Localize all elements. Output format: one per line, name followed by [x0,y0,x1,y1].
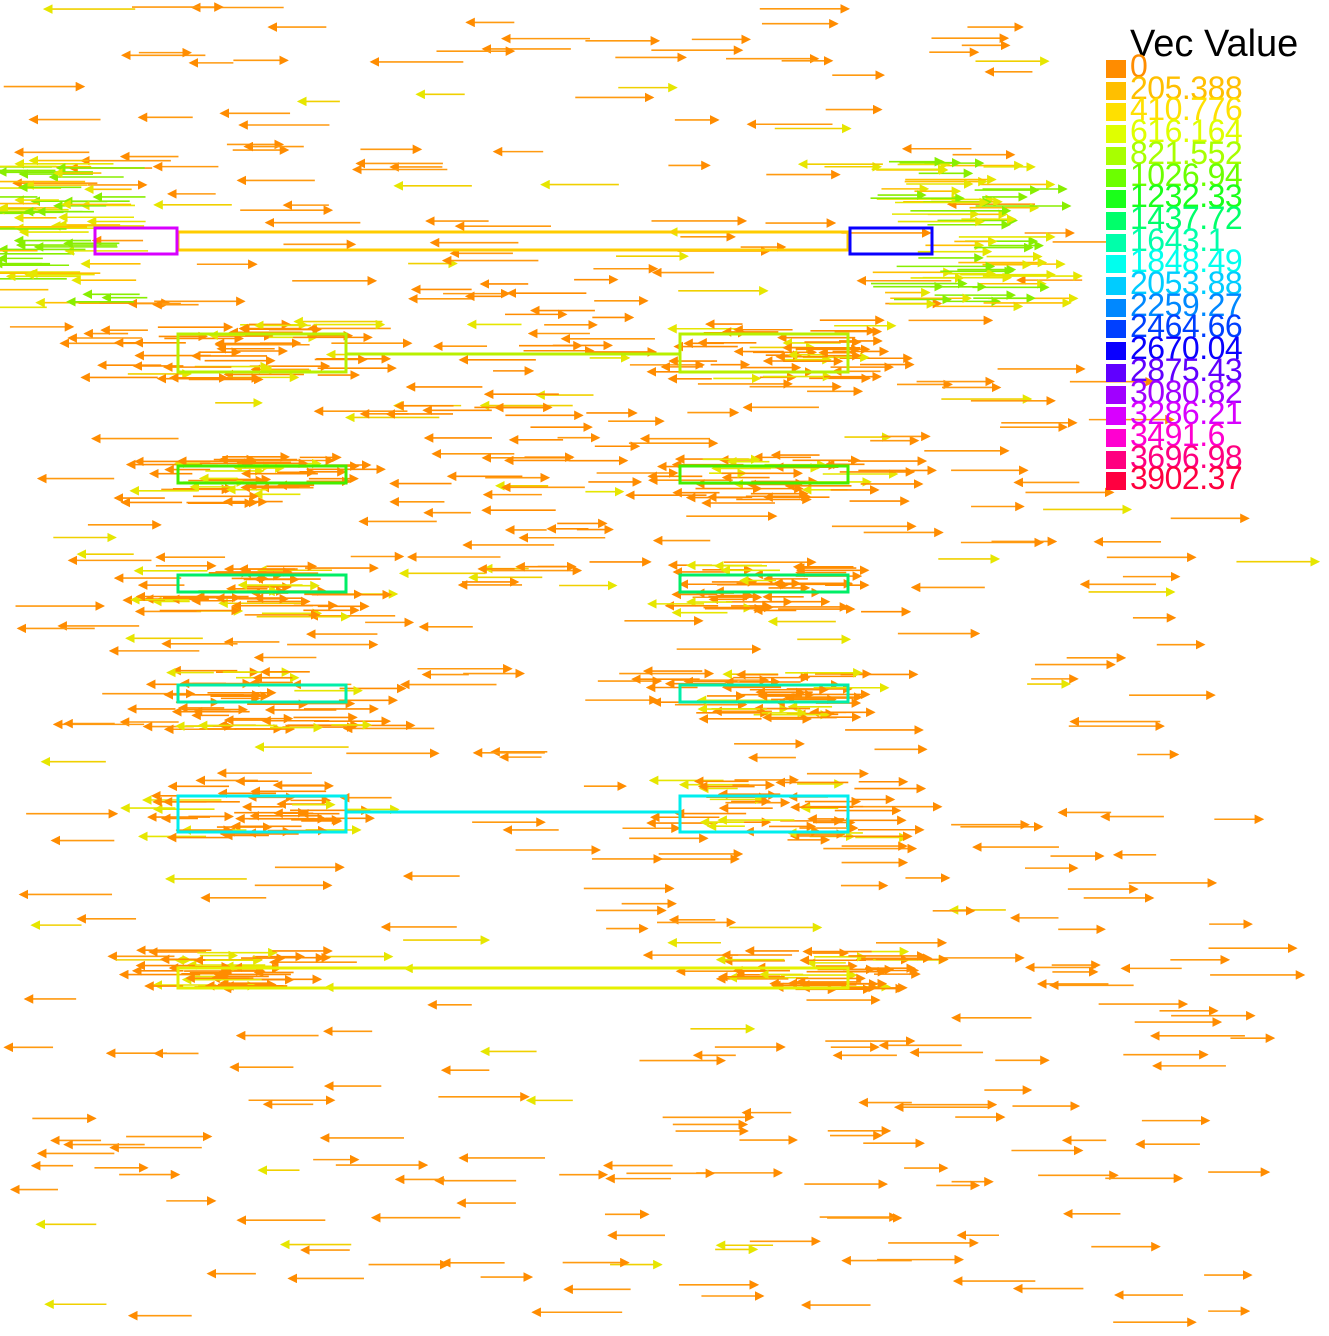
top-right-hotspot [848,226,934,256]
legend-label: 2670.04 [1130,330,1243,367]
row3-right-electrode [678,573,850,594]
legend-swatch [1106,146,1126,165]
legend-label: 1848.49 [1130,243,1243,280]
legend-swatch [1106,363,1126,382]
legend-swatch [1106,81,1126,100]
legend-label: 0 [1130,48,1148,84]
legend-row: 1232.33 [1106,180,1321,212]
legend-row: 2464.66 [1106,310,1321,342]
legend-label: 821.552 [1130,134,1243,171]
row4-left-electrode [176,683,348,704]
row5-right-electrode [678,794,850,834]
row4-right-electrode [678,683,850,704]
row2-right-electrode [678,464,850,485]
row2-left-electrode [176,464,348,485]
legend-swatch [1106,211,1126,230]
legend-swatch [1106,407,1126,426]
legend-row: 2053.88 [1106,267,1321,299]
legend-swatch [1106,168,1126,187]
legend-swatch [1106,277,1126,295]
legend-row: 205.388 [1106,72,1321,104]
legend-label: 205.388 [1130,69,1243,106]
legend-row: 0 [1106,50,1321,82]
legend-row: 3491.6 [1106,419,1321,451]
legend-swatch [1106,428,1126,447]
legend-row: 3286.21 [1106,397,1321,429]
legend-swatch [1106,190,1126,209]
legend-label: 3491.6 [1130,416,1225,453]
legend-label: 3902.37 [1130,460,1243,497]
legend-label: 2464.66 [1130,308,1243,345]
legend-swatch [1106,342,1126,361]
legend-row: 410.776 [1106,93,1321,125]
legend-swatch [1106,255,1126,274]
legend-swatch [1106,472,1126,491]
bottom-plate [176,966,850,990]
legend-label: 1232.33 [1130,178,1243,215]
legend-label: 2259.27 [1130,286,1243,323]
legend-label: 2875.43 [1130,351,1243,388]
legend-label: 1026.94 [1130,156,1243,193]
legend-title: Vec Value [1130,23,1299,65]
legend-swatch [1106,60,1126,78]
legend-row: 2875.43 [1106,354,1321,386]
legend-row: 821.552 [1106,137,1321,169]
legend-swatch [1106,385,1126,404]
legend-swatch [1106,233,1126,252]
legend-label: 616.164 [1130,113,1243,150]
legend-swatch [1106,320,1126,339]
legend-label: 1437.72 [1130,199,1243,236]
legend-label: 3696.98 [1130,438,1243,475]
legend-row: 1026.94 [1106,159,1321,191]
legend-swatch [1106,298,1126,317]
legend-row: 3696.98 [1106,441,1321,473]
legend-swatch [1106,450,1126,469]
electrode-structures [93,226,934,990]
legend-row: 2259.27 [1106,289,1321,321]
legend-row: 616.164 [1106,115,1321,147]
legend-row: 3902.37 [1106,462,1321,494]
legend-row: 2670.04 [1106,332,1321,364]
row3-left-electrode [176,573,348,594]
legend-swatch [1106,103,1126,122]
legend-row: 1643.1 [1106,224,1321,256]
legend-label: 1643.1 [1130,221,1225,258]
legend-row: 1848.49 [1106,245,1321,277]
legend-label: 410.776 [1130,91,1243,128]
legend-row: 1437.72 [1106,202,1321,234]
top-left-hotspot [93,226,179,256]
legend-label: 3080.82 [1130,373,1243,410]
row5-left-electrode [176,794,348,834]
legend-row: 3080.82 [1106,376,1321,408]
legend-label: 2053.88 [1130,265,1243,301]
legend-label: 3286.21 [1130,395,1243,432]
legend-swatch [1106,125,1126,144]
